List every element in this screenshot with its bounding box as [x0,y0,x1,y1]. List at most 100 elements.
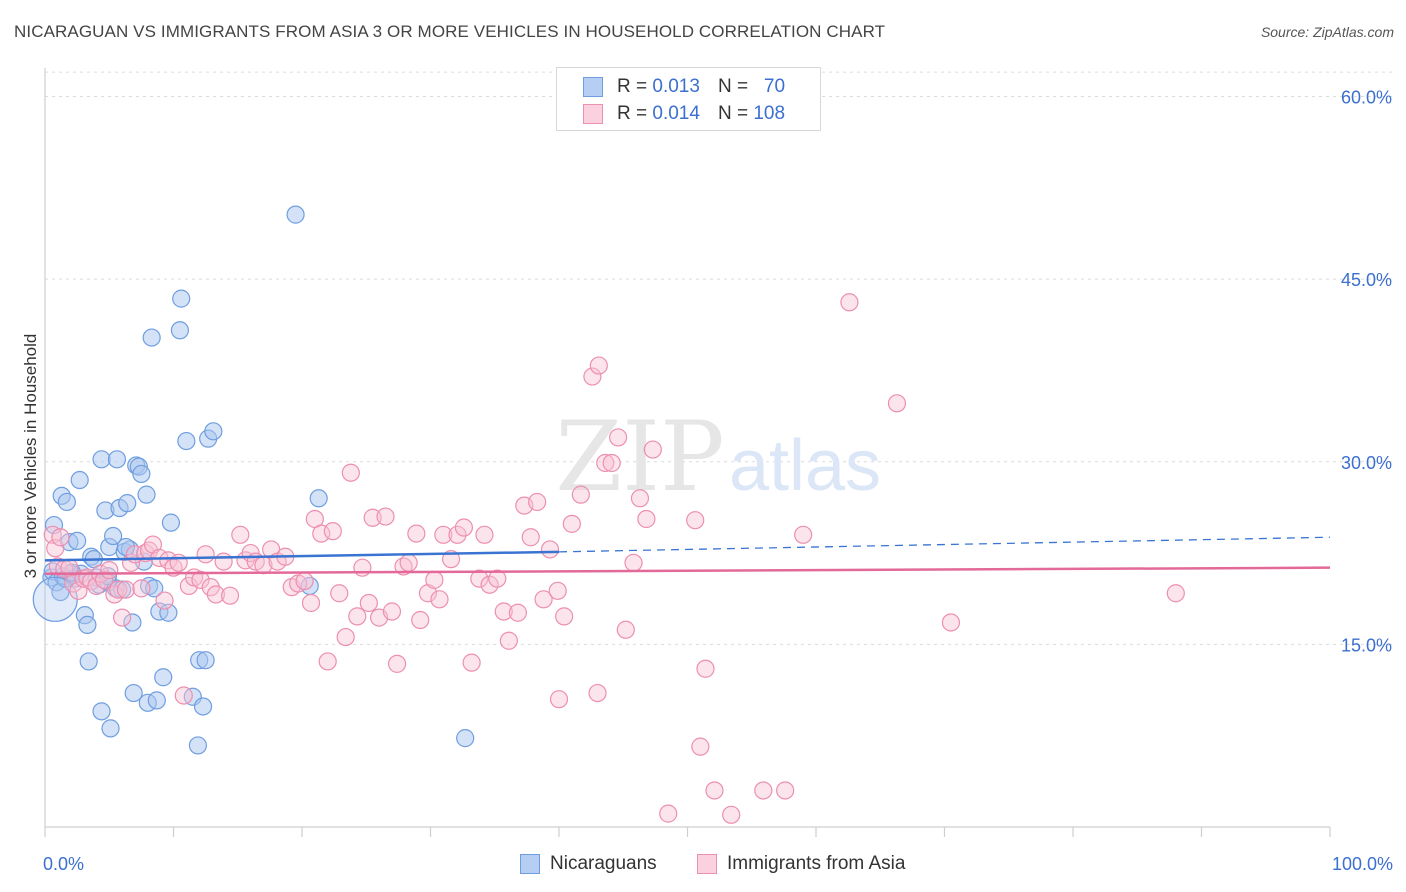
data-point-immigrants-from-asia [589,356,608,375]
data-point-nicaraguans [68,531,87,550]
data-point-immigrants-from-asia [624,553,643,572]
y-tick-label: 60.0% [1341,88,1392,108]
data-point-nicaraguans [118,494,137,513]
data-point-immigrants-from-asia [174,686,193,705]
y-tick-label: 30.0% [1341,453,1392,473]
data-point-nicaraguans [104,526,123,546]
data-point-immigrants-from-asia [448,525,467,544]
data-point-nicaraguans [145,579,164,598]
data-point-immigrants-from-asia [794,525,813,544]
data-point-nicaraguans [188,736,208,755]
data-point-immigrants-from-asia [722,805,741,824]
data-point-immigrants-from-asia [754,781,773,800]
data-point-immigrants-from-asia [549,690,569,709]
data-point-immigrants-from-asia [602,453,621,473]
data-point-immigrants-from-asia [454,518,474,537]
data-point-immigrants-from-asia [776,781,795,800]
legend-n-label: N = [717,103,749,124]
data-point-immigrants-from-asia [840,293,859,312]
legend-swatch-pink [583,104,603,124]
data-point-nicaraguans [193,697,213,716]
data-point-immigrants-from-asia [318,652,337,671]
data-point-nicaraguans [123,613,142,632]
data-point-immigrants-from-asia [330,584,349,603]
legend-n-label: N = [717,76,749,97]
data-point-immigrants-from-asia [196,545,215,564]
data-point-immigrants-from-asia [376,507,395,526]
bottom-legend-swatch-pink [697,854,717,874]
data-point-immigrants-from-asia [562,514,581,533]
data-point-nicaraguans [204,422,223,441]
bottom-legend-nicaraguans: Nicaraguans [520,852,657,876]
data-point-nicaraguans [92,450,111,469]
data-point-immigrants-from-asia [494,602,513,621]
data-point-immigrants-from-asia [548,581,567,600]
data-point-nicaraguans [70,470,89,490]
source-label: Source: ZipAtlas.com [1260,24,1394,40]
x-tick-label: 0.0% [43,854,84,874]
bottom-legend-label: Immigrants from Asia [727,853,906,874]
data-point-immigrants-from-asia [696,659,715,678]
trend-lines [44,536,1331,576]
data-point-immigrants-from-asia [583,367,602,386]
data-point-immigrants-from-asia [179,576,199,596]
x-tick-label: 100.0% [1332,854,1393,874]
data-point-immigrants-from-asia [643,440,662,459]
data-point-nicaraguans [170,321,190,340]
data-point-immigrants-from-asia [686,511,705,530]
watermark-atlas: atlas [729,426,881,506]
trend-line-nicaraguans-extension [558,536,1331,553]
data-point-nicaraguans [142,328,161,347]
data-point-immigrants-from-asia [191,570,210,589]
data-point-immigrants-from-asia [336,627,355,647]
data-point-immigrants-from-asia [399,553,418,572]
data-point-nicaraguans [78,615,97,635]
watermark-zip: ZIP [555,401,724,513]
data-point-immigrants-from-asia [95,570,114,589]
watermark: ZIP atlas [555,401,881,513]
data-point-nicaraguans [161,513,181,532]
data-point-nicaraguans [177,431,196,451]
data-point-immigrants-from-asia [312,524,331,543]
data-point-immigrants-from-asia [616,620,635,639]
trend-line-immigrants-from-asia [44,566,1331,576]
data-point-immigrants-from-asia [609,428,628,447]
data-point-immigrants-from-asia [100,561,119,580]
data-point-immigrants-from-asia [341,463,360,482]
data-point-nicaraguans [172,289,191,308]
data-point-nicaraguans [79,652,98,671]
bottom-legend-swatch-blue [520,854,540,874]
data-point-immigrants-from-asia [382,602,402,621]
data-point-immigrants-from-asia [109,580,128,599]
data-point-immigrants-from-asia [301,593,321,613]
data-point-immigrants-from-asia [353,558,372,577]
legend-row-nicaraguans: R = 0.013 N = 70 [583,75,785,99]
data-point-immigrants-from-asia [596,453,615,473]
data-point-immigrants-from-asia [941,613,961,632]
legend-r-label: R = [617,76,648,97]
data-point-immigrants-from-asia [499,631,518,650]
data-point-nicaraguans [147,691,166,710]
data-point-nicaraguans [92,702,111,721]
data-point-immigrants-from-asia [691,737,710,756]
data-point-nicaraguans [456,729,475,748]
legend-r-label: R = [617,103,648,124]
data-point-immigrants-from-asia [323,522,342,541]
legend-n-value: 70 [763,76,786,97]
legend-row-immigrants: R = 0.014 N = 108 [583,102,785,126]
data-point-immigrants-from-asia [534,590,553,609]
data-point-immigrants-from-asia [528,492,547,512]
data-point-immigrants-from-asia [555,607,574,626]
y-tick-label: 45.0% [1341,270,1392,290]
y-axis-label: 3 or more Vehicles in Household [21,334,40,579]
data-point-immigrants-from-asia [705,781,724,800]
data-point-nicaraguans [57,492,76,512]
data-point-immigrants-from-asia [521,528,540,547]
data-point-immigrants-from-asia [588,683,607,703]
data-point-immigrants-from-asia [434,525,453,544]
data-point-immigrants-from-asia [1166,584,1185,603]
data-point-immigrants-from-asia [387,654,407,673]
data-point-immigrants-from-asia [571,485,590,504]
legend-n-value: 108 [753,103,786,124]
data-point-immigrants-from-asia [363,508,382,527]
